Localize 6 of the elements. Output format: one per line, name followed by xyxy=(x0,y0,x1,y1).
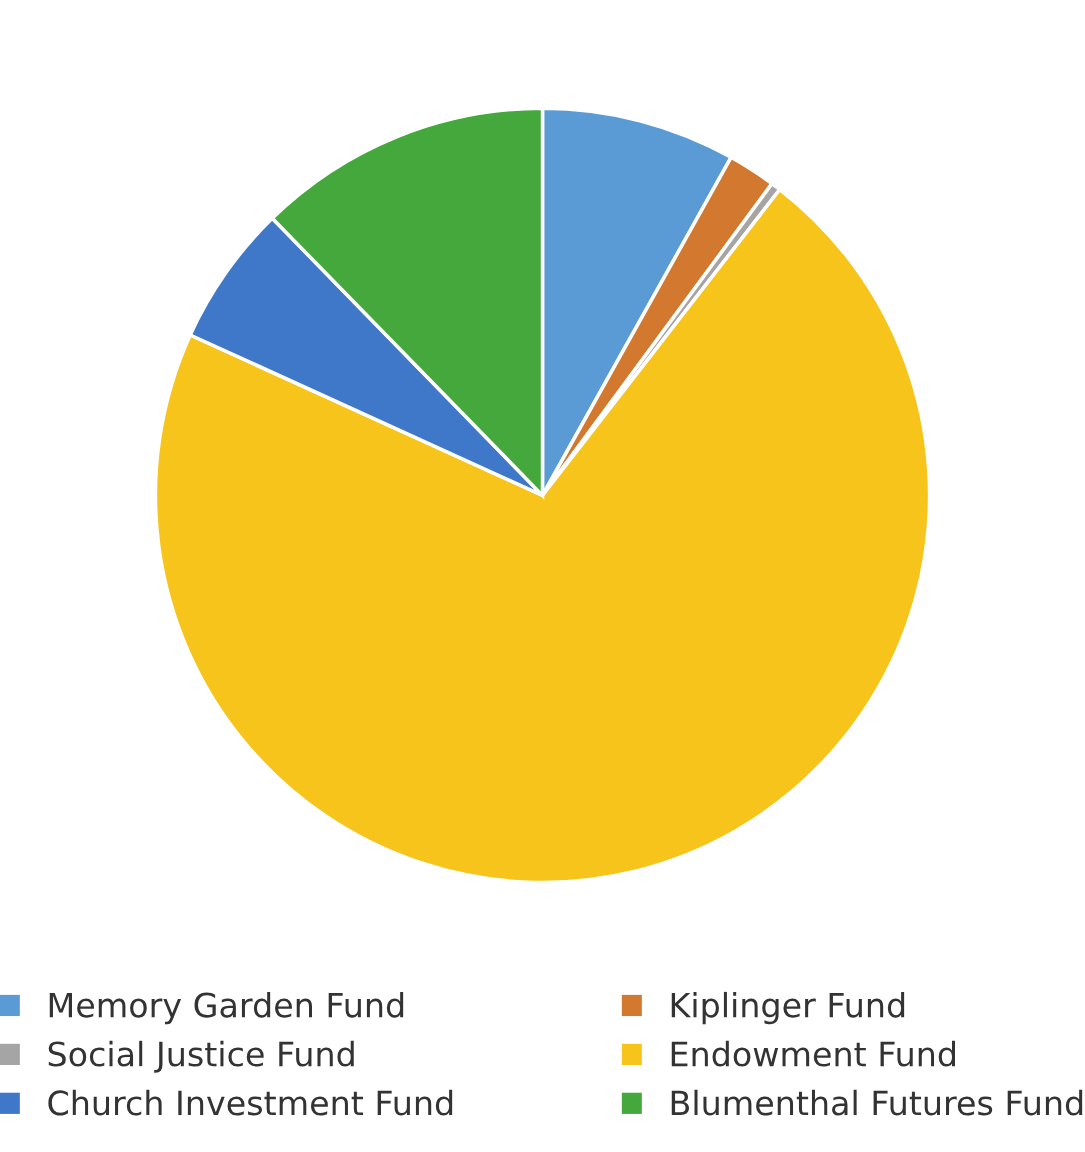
legend-label: Kiplinger Fund xyxy=(671,991,905,1025)
legend-label: Memory Garden Fund xyxy=(49,991,404,1025)
legend-label: Blumenthal Futures Fund xyxy=(671,1089,1083,1116)
legend-label: Endowment Fund xyxy=(671,1040,955,1067)
legend-label: Church Investment Fund xyxy=(48,1089,453,1116)
legend-label: Social Justice Fund xyxy=(48,1040,354,1073)
